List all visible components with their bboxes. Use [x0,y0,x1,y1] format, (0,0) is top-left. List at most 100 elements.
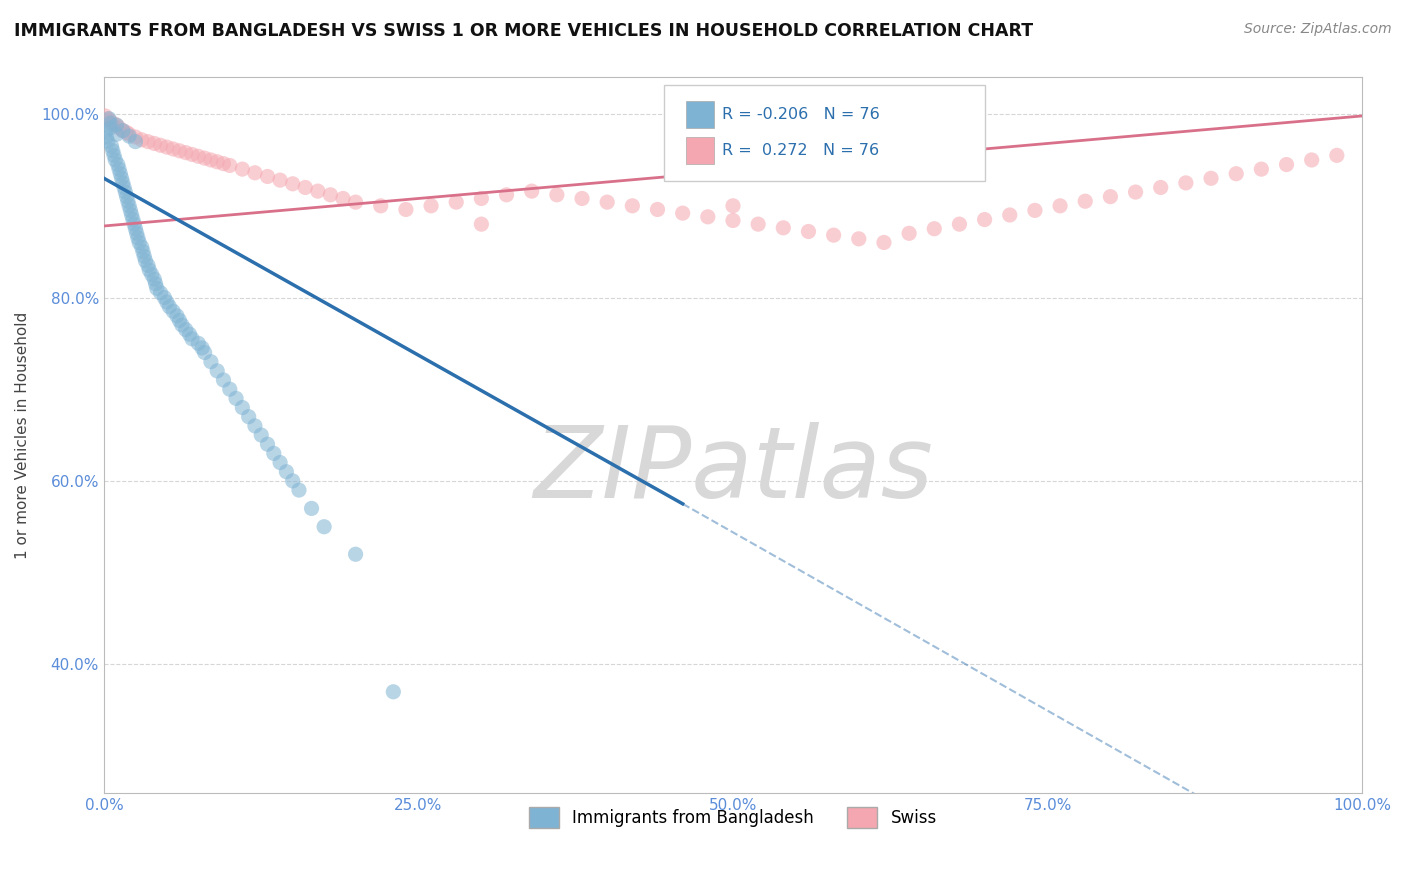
Point [103,148,125,162]
Point [1150,180,1173,194]
Point [132,244,155,259]
Point [138,263,160,277]
Point [319,187,342,202]
Point [205,154,228,169]
Point [231,401,253,415]
Point [1099,189,1122,203]
Point [696,210,718,224]
Point [120,203,142,218]
Point [124,135,146,149]
Point [101,116,124,130]
Point [194,345,217,359]
Point [146,281,169,295]
Point [194,151,217,165]
Point [269,173,291,187]
Point [124,221,146,235]
Point [122,217,145,231]
Point [187,336,209,351]
Point [256,437,278,451]
Point [181,147,204,161]
Point [212,156,235,170]
Point [370,199,392,213]
Point [169,144,191,158]
Point [98,120,121,135]
Text: R = -0.206   N = 76: R = -0.206 N = 76 [721,107,879,122]
Point [250,428,273,442]
Point [200,153,222,167]
Point [191,341,214,355]
Point [256,169,278,184]
Point [110,171,132,186]
Point [672,206,695,220]
Point [118,129,141,144]
Point [721,213,744,227]
FancyBboxPatch shape [664,85,984,181]
Point [231,162,253,177]
Point [156,140,179,154]
Point [111,123,134,137]
Point [922,221,945,235]
Point [162,304,184,318]
Point [118,128,141,142]
Point [205,364,228,378]
Point [136,135,159,149]
Point [973,212,995,227]
Point [621,199,644,213]
Point [395,202,418,217]
Point [495,187,517,202]
Point [149,285,172,300]
Bar [686,137,714,164]
Point [166,309,188,323]
Point [108,120,131,135]
Point [382,685,405,699]
Point [998,208,1021,222]
Point [281,474,304,488]
Point [470,217,492,231]
Point [124,130,146,145]
Point [156,295,179,310]
Point [288,483,311,497]
Point [101,144,124,158]
Point [1125,185,1147,199]
Point [105,118,128,132]
Point [898,227,921,241]
Bar [686,101,714,128]
Point [157,300,180,314]
Point [546,187,568,202]
Point [276,465,298,479]
Point [153,291,176,305]
Point [218,159,240,173]
Point [122,212,145,227]
Point [848,232,870,246]
Point [134,253,156,268]
Point [181,332,204,346]
Point [145,277,167,291]
Point [97,112,120,126]
Point [149,138,172,153]
Point [797,225,820,239]
Point [118,199,141,213]
Point [121,208,143,222]
Point [134,249,156,263]
Point [281,177,304,191]
Point [243,166,266,180]
Point [948,217,970,231]
Point [131,133,153,147]
Point [301,501,323,516]
Point [772,220,794,235]
Point [100,139,122,153]
Point [111,176,134,190]
Point [111,123,134,137]
Point [179,327,201,342]
Point [110,167,132,181]
Point [1074,194,1097,209]
Point [263,446,285,460]
Point [96,130,118,145]
Point [823,228,845,243]
Point [98,116,121,130]
Point [647,202,669,217]
Point [520,184,543,198]
Point [332,192,354,206]
Point [115,189,138,203]
Point [104,153,127,167]
